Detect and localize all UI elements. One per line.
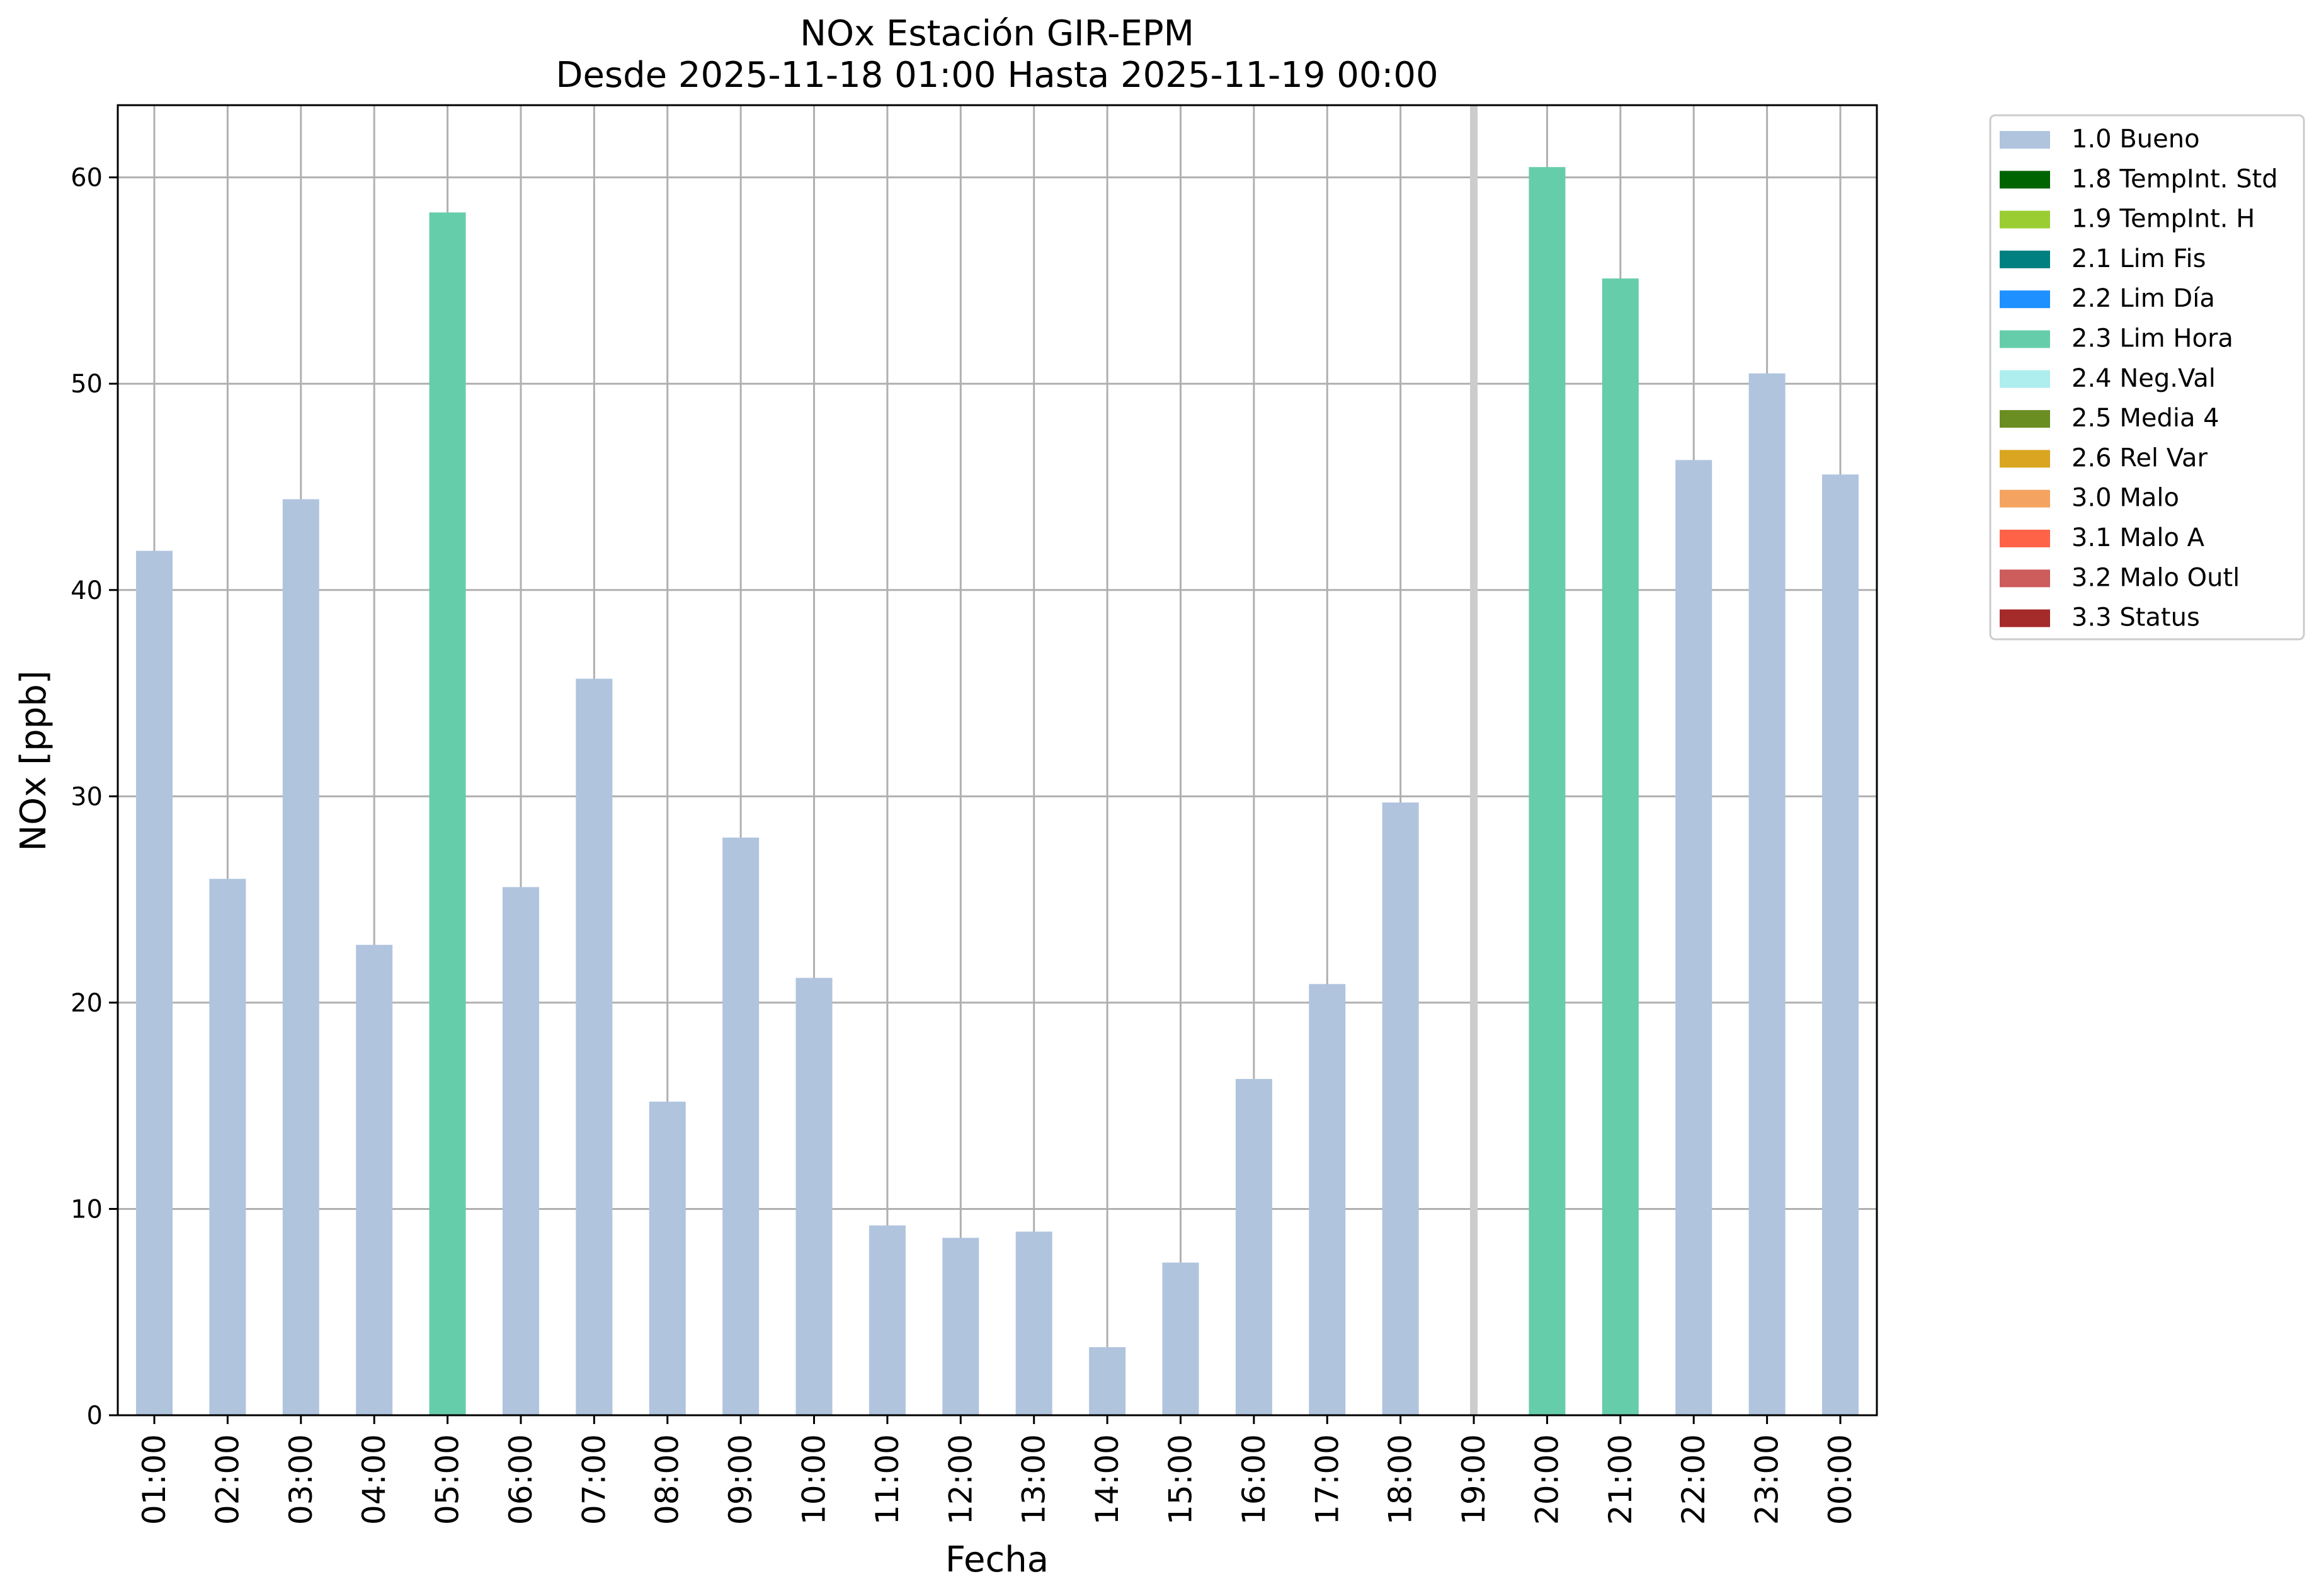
legend-swatch (2000, 250, 2050, 268)
y-tick-label: 50 (71, 370, 103, 399)
bar (1382, 802, 1419, 1415)
legend-label: 1.9 TempInt. H (2071, 205, 2255, 234)
legend-swatch (2000, 131, 2050, 149)
x-ticks: 01:00 02:00 03:00 04:00 05:00 06:00 07:00 08:00… (136, 1415, 1859, 1525)
x-tick-label: 10:00 (796, 1434, 833, 1525)
bar (795, 978, 833, 1415)
x-tick-label: 16:00 (1236, 1434, 1272, 1525)
legend-label: 2.3 Lim Hora (2071, 324, 2233, 353)
legend-swatch (2000, 370, 2050, 388)
bar (1015, 1231, 1052, 1415)
legend-label: 3.0 Malo (2071, 484, 2179, 513)
x-tick-label: 06:00 (503, 1434, 539, 1525)
legend-label: 1.8 TempInt. Std (2071, 164, 2278, 193)
x-tick-label: 12:00 (942, 1434, 979, 1525)
x-tick-label: 14:00 (1089, 1434, 1125, 1525)
bar (1748, 373, 1786, 1415)
legend-label: 2.1 Lim Fis (2071, 244, 2206, 273)
legend-label: 3.3 Status (2071, 603, 2200, 632)
legend-swatch (2000, 290, 2050, 309)
x-tick-label: 08:00 (649, 1434, 686, 1525)
bar (869, 1225, 906, 1415)
bar (136, 550, 173, 1415)
x-tick-label: 00:00 (1822, 1434, 1859, 1525)
x-tick-label: 02:00 (209, 1434, 246, 1525)
chart-subtitle: Desde 2025-11-18 01:00 Hasta 2025-11-19 … (556, 55, 1438, 96)
y-tick-label: 40 (71, 576, 103, 605)
y-tick-label: 10 (71, 1195, 103, 1224)
x-tick-label: 11:00 (869, 1434, 906, 1525)
bar (356, 945, 393, 1415)
x-tick-label: 15:00 (1162, 1434, 1199, 1525)
x-tick-label: 17:00 (1309, 1434, 1345, 1525)
x-tick-label: 18:00 (1382, 1434, 1419, 1525)
legend-swatch (2000, 530, 2050, 547)
x-tick-label: 07:00 (576, 1434, 612, 1525)
x-tick-label: 21:00 (1602, 1434, 1639, 1525)
bar (649, 1102, 686, 1415)
x-tick-label: 05:00 (430, 1434, 466, 1525)
x-tick-label: 13:00 (1016, 1434, 1052, 1525)
y-axis-label: NOx [ppb] (13, 670, 54, 851)
bar (209, 879, 246, 1415)
y-tick-label: 60 (71, 164, 103, 193)
y-tick-label: 30 (71, 782, 103, 811)
legend-swatch (2000, 330, 2050, 348)
legend-swatch (2000, 609, 2050, 627)
chart-title: NOx Estación GIR-EPM (800, 13, 1194, 54)
legend-swatch (2000, 410, 2050, 428)
bar (722, 837, 760, 1415)
bar (502, 887, 539, 1415)
legend-swatch (2000, 171, 2050, 189)
bar (1675, 460, 1712, 1415)
legend-swatch (2000, 210, 2050, 229)
bar (942, 1238, 979, 1415)
x-tick-label: 03:00 (283, 1434, 319, 1525)
y-ticks: 0 10 20 30 40 50 60 (71, 164, 118, 1430)
legend-swatch (2000, 450, 2050, 468)
legend-label: 2.4 Neg.Val (2071, 364, 2216, 393)
x-tick-label: 09:00 (722, 1434, 759, 1525)
x-tick-label: 01:00 (136, 1434, 173, 1525)
x-tick-label: 04:00 (356, 1434, 392, 1525)
x-tick-label: 20:00 (1529, 1434, 1565, 1525)
plot-frame (117, 104, 1878, 1416)
bar (1822, 474, 1859, 1415)
legend-swatch (2000, 569, 2050, 588)
legend-label: 3.2 Malo Outl (2071, 563, 2240, 592)
legend-label: 2.6 Rel Var (2071, 443, 2208, 472)
x-axis-label: Fecha (945, 1539, 1049, 1580)
legend-label: 3.1 Malo A (2071, 523, 2205, 552)
y-tick-label: 0 (87, 1401, 103, 1430)
legend: 1.0 Bueno 1.8 TempInt. Std 1.9 TempInt. H 2… (1989, 114, 2305, 641)
bar (1602, 278, 1639, 1415)
legend-label: 2.2 Lim Día (2071, 284, 2215, 313)
bar (1162, 1262, 1199, 1415)
bars (136, 167, 1859, 1416)
legend-label: 2.5 Media 4 (2071, 404, 2219, 433)
y-tick-label: 20 (71, 989, 103, 1018)
bar (1309, 984, 1346, 1415)
bar (1235, 1079, 1272, 1415)
bar (1089, 1347, 1126, 1415)
bar (429, 212, 466, 1416)
legend-label: 1.0 Bueno (2071, 125, 2200, 154)
bar (576, 678, 613, 1415)
legend-swatch (2000, 489, 2050, 508)
x-tick-label: 22:00 (1675, 1434, 1712, 1525)
x-tick-label: 19:00 (1456, 1434, 1492, 1525)
x-tick-label: 23:00 (1749, 1434, 1786, 1525)
bar (282, 499, 319, 1415)
legend-box (1989, 114, 2305, 641)
bar (1529, 167, 1566, 1416)
